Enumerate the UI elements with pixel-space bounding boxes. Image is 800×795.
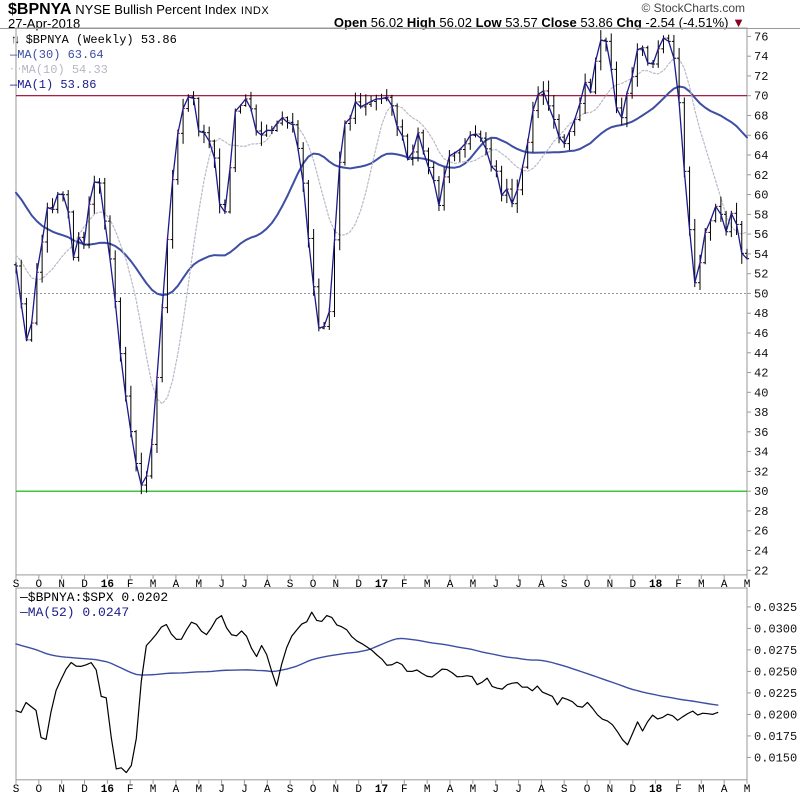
svg-text:18: 18 — [649, 784, 663, 795]
svg-text:0.0275: 0.0275 — [754, 644, 797, 658]
svg-text:S: S — [287, 784, 294, 795]
svg-text:S: S — [13, 784, 20, 795]
svg-text:16: 16 — [101, 784, 114, 795]
svg-text:J: J — [218, 784, 225, 795]
svg-text:0.0325: 0.0325 — [754, 601, 797, 615]
svg-text:D: D — [355, 784, 362, 795]
svg-text:0.0200: 0.0200 — [754, 708, 797, 722]
svg-text:O: O — [35, 784, 42, 795]
svg-text:N: N — [607, 784, 614, 795]
svg-text:N: N — [58, 784, 65, 795]
svg-text:J: J — [492, 784, 499, 795]
svg-text:J: J — [515, 784, 522, 795]
svg-text:F: F — [401, 784, 408, 795]
svg-text:J: J — [241, 784, 248, 795]
svg-text:0.0300: 0.0300 — [754, 622, 797, 636]
svg-text:D: D — [629, 784, 636, 795]
svg-text:A: A — [173, 784, 180, 795]
svg-text:0.0225: 0.0225 — [754, 687, 797, 701]
svg-text:M: M — [195, 784, 202, 795]
svg-text:A: A — [538, 784, 545, 795]
svg-text:0.0250: 0.0250 — [754, 665, 797, 679]
svg-text:S: S — [561, 784, 568, 795]
svg-text:M: M — [150, 784, 157, 795]
svg-text:M: M — [424, 784, 431, 795]
svg-text:0.0175: 0.0175 — [754, 730, 797, 744]
svg-text:17: 17 — [375, 784, 388, 795]
svg-text:O: O — [584, 784, 591, 795]
svg-text:N: N — [332, 784, 339, 795]
svg-text:A: A — [721, 784, 728, 795]
svg-text:D: D — [81, 784, 88, 795]
svg-text:F: F — [127, 784, 134, 795]
svg-text:0.0150: 0.0150 — [754, 751, 797, 765]
svg-text:F: F — [675, 784, 682, 795]
svg-text:M: M — [698, 784, 705, 795]
svg-text:A: A — [447, 784, 454, 795]
svg-text:M: M — [744, 784, 751, 795]
svg-text:O: O — [310, 784, 317, 795]
svg-text:A: A — [264, 784, 271, 795]
svg-text:M: M — [470, 784, 477, 795]
